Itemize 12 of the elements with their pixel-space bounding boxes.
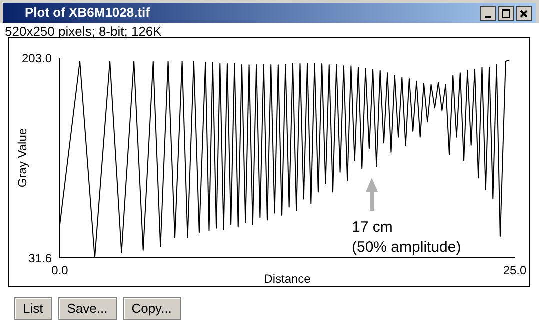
- text: Save...: [58, 297, 117, 320]
- x-axis-title: Distance: [264, 272, 312, 286]
- y-tick-label: 31.6: [28, 251, 52, 266]
- chart-title: Plot of XB6M1028.tif: [25, 5, 150, 20]
- y-axis-title: Gray Value: [15, 128, 30, 188]
- text: List: [14, 297, 52, 320]
- chart-subtitle: 520x250 pixels; 8-bit; 126K: [5, 24, 162, 39]
- annotation: 17 cm (50% amplitude): [352, 219, 462, 256]
- x-tick-label: 0.0: [52, 264, 69, 278]
- x-tick-label: 25.0: [503, 264, 527, 278]
- y-tick-label: 203.0: [22, 51, 52, 66]
- text: Copy...: [122, 297, 181, 320]
